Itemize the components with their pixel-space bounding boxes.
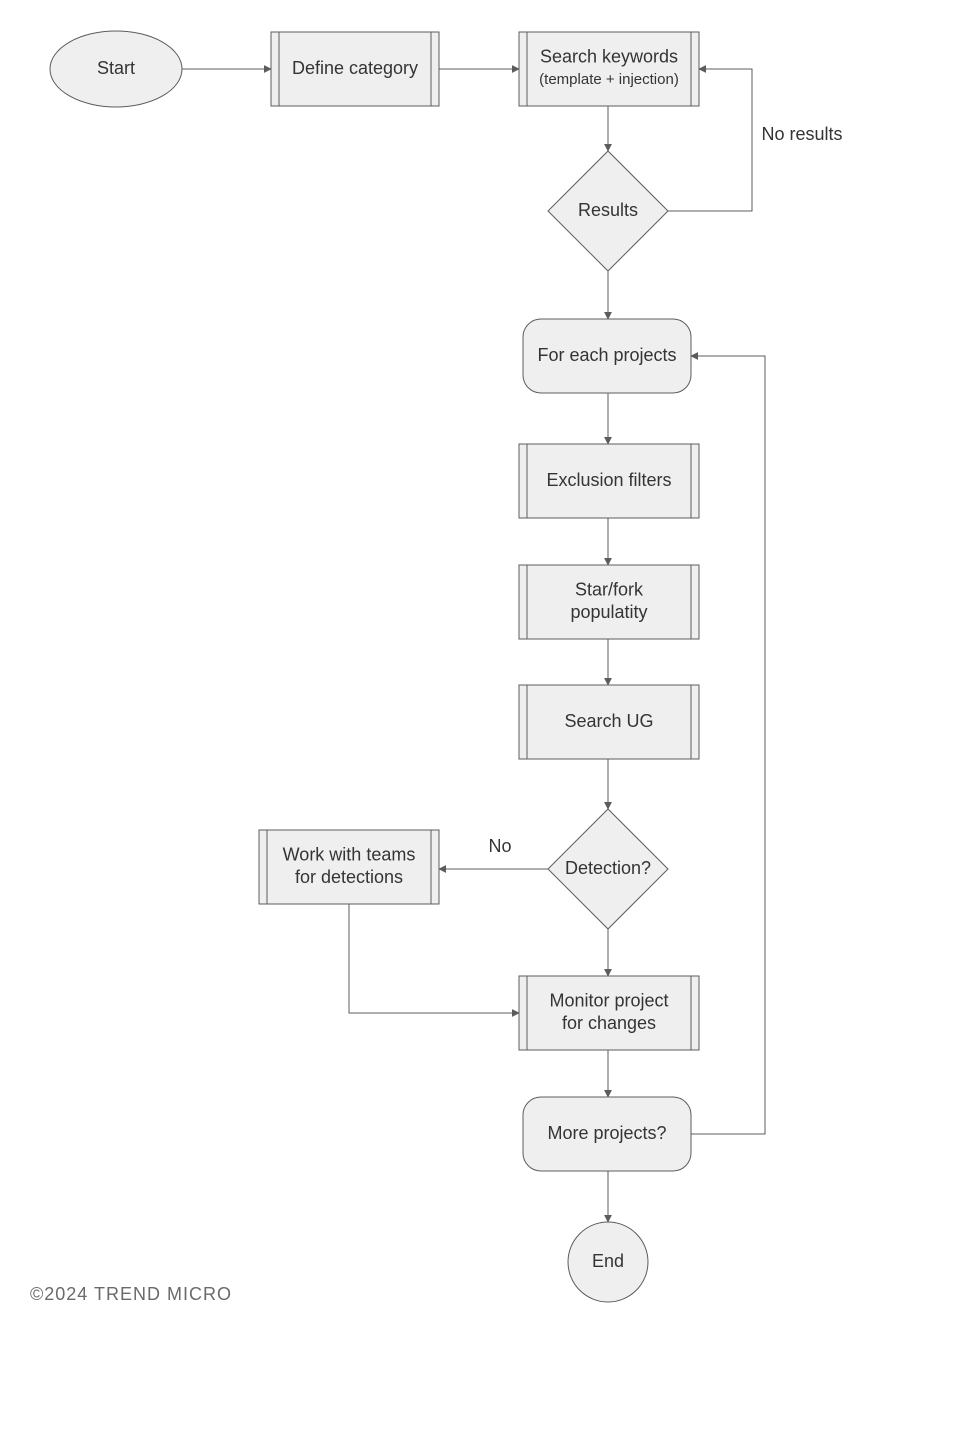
node-label: More projects? <box>547 1123 666 1143</box>
footer-copyright: ©2024 TREND MICRO <box>30 1284 232 1304</box>
node-search <box>519 32 699 106</box>
edge-label: No results <box>761 124 842 144</box>
node-label: Monitor project <box>549 991 668 1011</box>
node-label: for changes <box>562 1013 656 1033</box>
node-label: For each projects <box>537 345 676 365</box>
node-label: Work with teams <box>283 845 416 865</box>
node-label: for detections <box>295 867 403 887</box>
node-label: Search UG <box>564 711 653 731</box>
node-label: Results <box>578 200 638 220</box>
edge-label: No <box>488 836 511 856</box>
node-label: Exclusion filters <box>546 470 671 490</box>
node-label: Start <box>97 58 135 78</box>
node-label: Detection? <box>565 858 651 878</box>
node-label: Define category <box>292 58 418 78</box>
node-label: populatity <box>570 602 647 622</box>
node-label: Star/fork <box>575 580 644 600</box>
node-label: Search keywords <box>540 47 678 67</box>
edge <box>349 904 519 1013</box>
node-label: End <box>592 1251 624 1271</box>
edge <box>691 356 765 1134</box>
node-label: (template + injection) <box>539 71 679 88</box>
flowchart: No No results Start Define category Search k… <box>0 0 959 1426</box>
